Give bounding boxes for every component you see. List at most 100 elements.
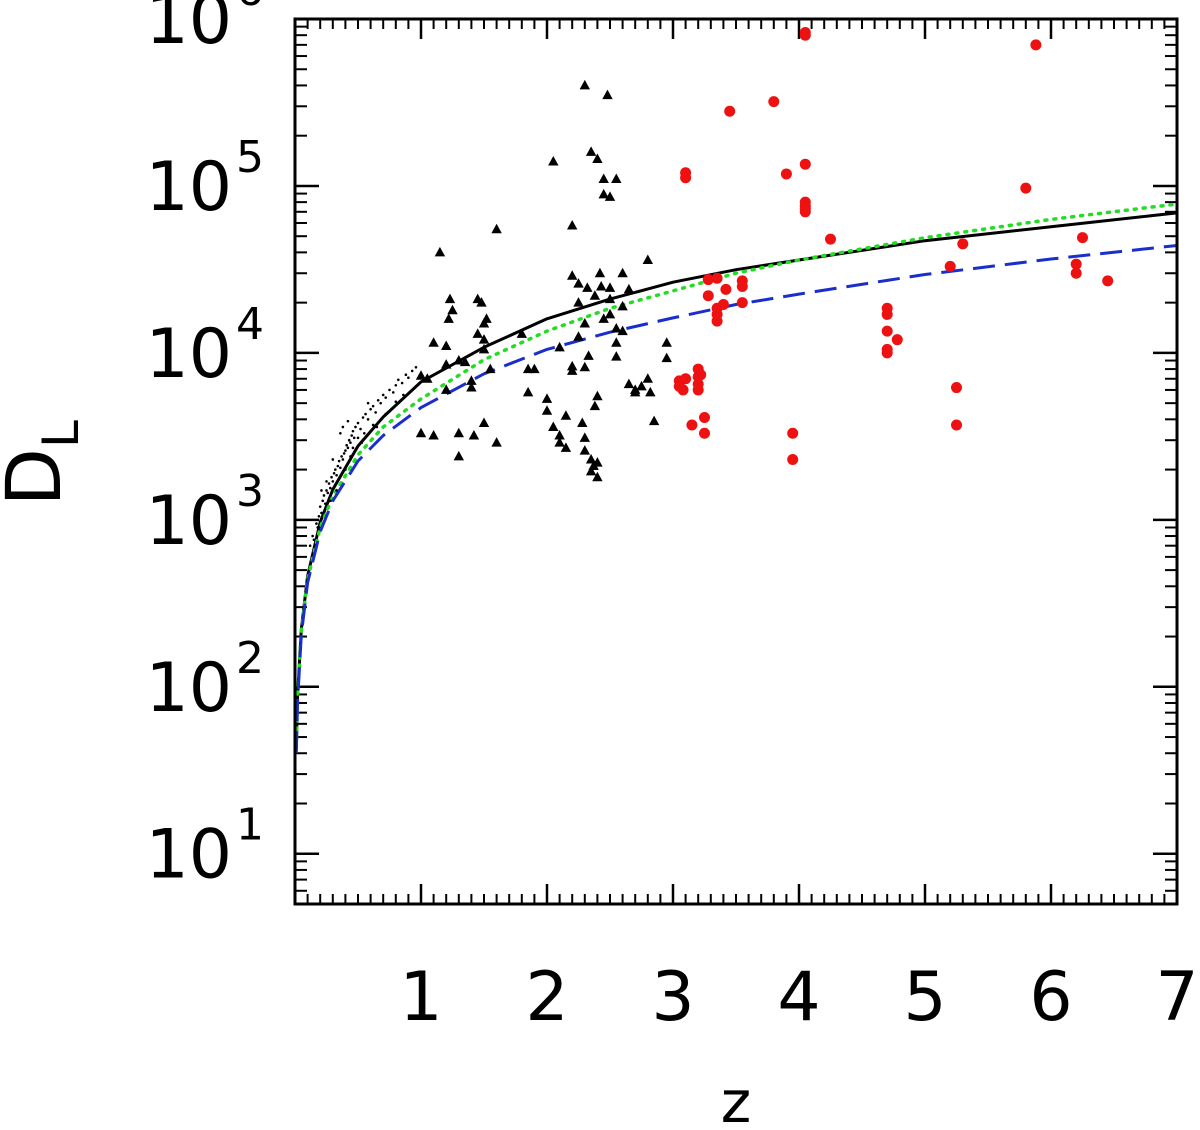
small-dot-point — [328, 486, 332, 490]
circle-point — [881, 325, 893, 337]
small-dot-point — [326, 491, 330, 495]
triangle-point — [577, 417, 588, 428]
triangle-point — [441, 359, 452, 369]
circle-point — [951, 382, 962, 394]
triangle-point — [611, 351, 622, 361]
circle-point — [692, 384, 704, 396]
triangle-point — [529, 363, 540, 374]
small-dot-point — [359, 427, 362, 431]
circle-point — [799, 29, 811, 41]
triangle-point — [441, 384, 452, 394]
circle-point — [711, 272, 723, 284]
circle-point — [717, 298, 729, 310]
triangle-point — [554, 430, 565, 440]
small-dot-point — [315, 522, 318, 525]
x-tick-label: 5 — [903, 958, 946, 1037]
triangle-point — [636, 380, 647, 391]
y-tick-label-exponent: 5 — [236, 132, 264, 183]
x-tick-label: 4 — [777, 958, 820, 1037]
triangle-point — [481, 313, 492, 323]
circle-point — [702, 274, 714, 286]
circle-point — [1070, 258, 1082, 270]
small-dot-point — [335, 489, 338, 492]
triangle-point — [617, 267, 628, 278]
y-tick-label-exponent: 1 — [236, 800, 264, 851]
triangle-point — [630, 386, 641, 397]
small-dot-point — [320, 489, 323, 492]
small-dot-point — [374, 411, 377, 414]
plot-frame — [293, 17, 1179, 906]
triangle-point — [560, 410, 572, 420]
small-dot-point — [308, 544, 312, 548]
small-dot-point — [379, 401, 382, 405]
triangle-point — [541, 405, 553, 415]
small-dot-point — [341, 458, 345, 461]
small-dot-point — [375, 425, 379, 429]
triangle-point — [598, 188, 609, 199]
circle-point — [881, 347, 893, 359]
small-dot-point — [320, 511, 323, 515]
small-dot-point — [335, 473, 338, 477]
circle-point — [702, 290, 714, 302]
triangle-point — [522, 386, 534, 397]
small-dot-point — [349, 455, 352, 458]
triangle-point — [588, 460, 599, 471]
circle-point — [799, 158, 811, 170]
small-dot-point — [332, 472, 336, 475]
circle-point — [695, 369, 707, 381]
y-tick-label-base: 10 — [145, 649, 232, 728]
circle-point — [787, 453, 799, 465]
small-dot-point — [394, 400, 398, 404]
small-dot-point — [350, 434, 354, 437]
triangle-point — [598, 173, 609, 184]
y-axis-title-subscript: L — [32, 420, 90, 448]
x-axis-title: z — [721, 1068, 751, 1130]
triangle-point — [617, 300, 628, 311]
circle-point — [891, 334, 903, 346]
small-dot-point — [351, 429, 355, 433]
triangle-point — [541, 393, 553, 403]
x-tick-label: 7 — [1155, 958, 1198, 1037]
triangle-point — [466, 382, 477, 392]
small-dot-point — [346, 419, 350, 423]
dashed-model-curve — [294, 244, 1178, 754]
triangle-point — [554, 341, 565, 352]
small-dot-point — [345, 443, 348, 447]
small-dot-point — [349, 441, 352, 444]
small-dot-point — [331, 480, 335, 483]
small-dot-point — [331, 458, 335, 461]
triangle-point — [579, 317, 590, 328]
y-tick-label-exponent: 3 — [236, 466, 264, 517]
triangle-point — [548, 156, 559, 166]
circle-point — [699, 412, 710, 424]
x-tick-labels: 1 2 3 4 5 6 7 — [399, 958, 1198, 1037]
circle-point — [780, 168, 792, 180]
triangle-point — [468, 430, 480, 440]
small-dot-point — [341, 425, 345, 429]
triangle-point — [579, 361, 590, 372]
small-dot-point — [366, 418, 370, 421]
small-dot-point — [363, 431, 366, 435]
small-dot-point — [339, 466, 342, 470]
triangle-point — [648, 415, 660, 426]
triangle-point — [604, 308, 616, 319]
small-dot-point — [317, 515, 321, 518]
x-tick-label: 1 — [399, 958, 442, 1037]
triangle-point — [443, 313, 454, 323]
circle-point — [951, 419, 962, 431]
triangle-point — [491, 223, 502, 234]
triangle-point — [583, 350, 594, 360]
triangle-point — [645, 386, 656, 397]
y-axis-title-main: D — [0, 448, 78, 507]
triangle-series — [415, 79, 672, 482]
small-dot-point — [337, 459, 341, 463]
y-tick-label-base: 10 — [145, 148, 232, 227]
small-dot-point — [410, 369, 414, 373]
y-tick-label-exponent: 6 — [236, 0, 264, 16]
small-dot-point — [407, 376, 410, 380]
small-dot-point — [323, 502, 327, 505]
triangle-point — [573, 297, 584, 307]
triangle-point — [611, 173, 622, 184]
triangle-point — [573, 331, 584, 341]
